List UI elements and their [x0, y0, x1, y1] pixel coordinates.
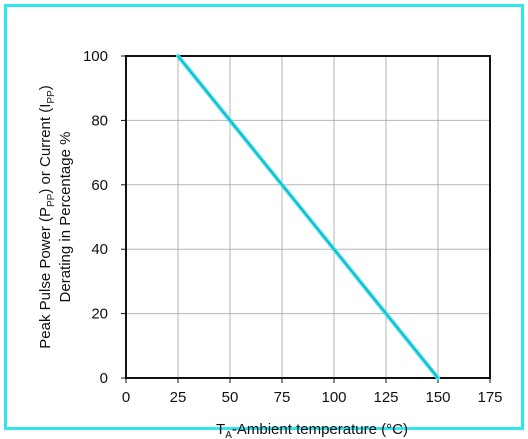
y-tick-label: 60: [91, 177, 108, 194]
x-axis-title-subscript: A: [225, 430, 232, 439]
x-tick-label: 150: [425, 389, 450, 406]
x-tick-label: 25: [170, 389, 187, 406]
y-axis-title-subscript: PP: [46, 90, 57, 104]
y-axis-ticks: 0 20 40 60 80 100: [83, 48, 126, 387]
x-tick-label: 75: [274, 389, 291, 406]
y-tick-label: 40: [91, 241, 108, 258]
x-tick-label: 0: [122, 389, 130, 406]
y-axis-title-text: ) or Current (I: [37, 104, 54, 194]
y-tick-label: 100: [83, 48, 108, 65]
x-axis-title-prefix: T: [216, 421, 225, 438]
x-tick-label: 50: [222, 389, 239, 406]
y-axis-title-text: ): [37, 85, 54, 90]
y-axis-title: Peak Pulse Power (PPP) or Current (IPP) …: [37, 85, 74, 348]
plot-border: [125, 55, 491, 379]
x-axis-title-suffix: -Ambient temperature (°C): [232, 421, 408, 438]
y-tick-label: 20: [91, 306, 108, 323]
y-axis-title-text: Peak Pulse Power (P: [37, 207, 54, 349]
x-tick-label: 175: [477, 389, 502, 406]
x-tick-label: 125: [373, 389, 398, 406]
y-axis-title-subscript: PP: [46, 193, 57, 207]
chart-frame: [4, 4, 524, 430]
derating-line-core: [177, 55, 439, 379]
y-axis-title-line2: Derating in Percentage %: [57, 132, 74, 303]
x-axis-title: TA-Ambient temperature (°C): [216, 421, 408, 439]
series-group: [176, 54, 440, 380]
x-tick-label: 100: [321, 389, 346, 406]
y-axis-title-line1: Peak Pulse Power (PPP) or Current (IPP): [37, 85, 57, 348]
y-tick-label: 0: [100, 370, 108, 387]
x-axis-ticks: 0 25 50 75 100 125 150 175: [122, 378, 503, 406]
y-tick-label: 80: [91, 112, 108, 129]
